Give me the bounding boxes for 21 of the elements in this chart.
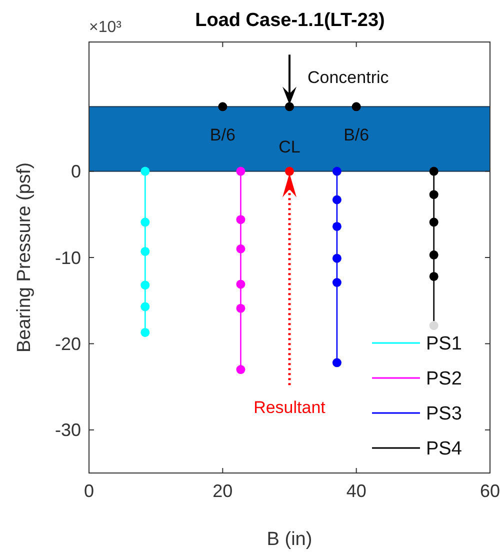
legend-label: PS3 (426, 404, 462, 425)
y-tick-label: -10 (54, 248, 81, 268)
legend-label: PS1 (426, 334, 462, 355)
series-label: Resultant (254, 398, 326, 418)
annotation: B/6 (210, 126, 236, 145)
y-tick-label: -30 (54, 420, 81, 440)
annotation: CL (278, 138, 300, 157)
text: ×10³ (89, 19, 122, 36)
legend-label: PS2 (426, 368, 462, 390)
x-tick-label: 40 (346, 481, 366, 501)
legend-label: PS4 (426, 438, 462, 460)
x-axis-title: B (in) (266, 529, 312, 550)
chart-title: Load Case-1.1(LT-23) (195, 10, 385, 31)
y-axis-title: Bearing Pressure (psf) (14, 162, 35, 353)
y-tick-label: 0 (70, 162, 81, 182)
annotation: B/6 (344, 126, 370, 145)
x-tick-label: 0 (84, 481, 94, 501)
annotation: Concentric (308, 68, 390, 87)
x-tick-label: 20 (212, 481, 233, 501)
y-tick-label: -20 (54, 334, 81, 354)
x-tick-label: 60 (480, 481, 500, 501)
